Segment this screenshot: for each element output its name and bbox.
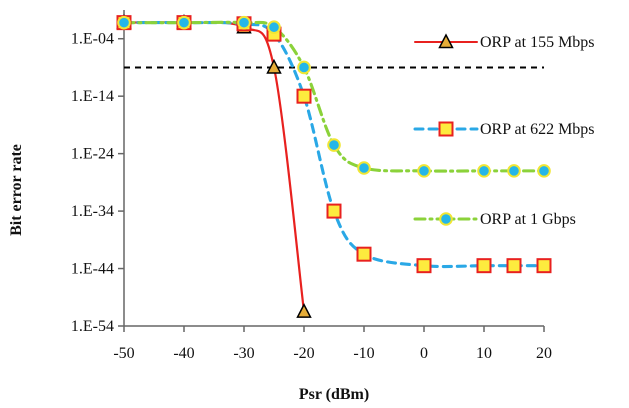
legend-marker-1 <box>438 121 454 137</box>
data-point-series-2 <box>267 20 281 35</box>
data-point-series-2 <box>327 138 341 152</box>
data-point-series-1 <box>356 246 372 262</box>
x-axis-title: Psr (dBm) <box>299 386 369 403</box>
legend: ORP at 155 Mbps ORP at 622 Mbps ORP at 1 G… <box>413 33 595 228</box>
y-tick-label: 1.E-54 <box>71 318 114 335</box>
data-point-series-2 <box>537 164 551 178</box>
axis-labels: 1.E-04 1.E-14 1.E-24 1.E-34 1.E-44 1.E-54 -50 -… <box>71 31 552 362</box>
x-tick-label: -10 <box>353 345 374 362</box>
data-point-series-0 <box>266 58 282 74</box>
data-point-series-2 <box>177 15 191 30</box>
x-tick-label: 10 <box>476 345 492 362</box>
x-tick-label: -50 <box>113 345 134 362</box>
y-tick-label: 1.E-34 <box>71 203 114 220</box>
legend-label-0: ORP at 155 Mbps <box>480 34 595 51</box>
data-point-series-2 <box>357 161 371 175</box>
y-axis-title: Bit error rate <box>8 144 25 236</box>
data-point-series-0 <box>296 303 312 318</box>
data-point-series-2 <box>477 164 491 178</box>
x-tick-label: -20 <box>293 345 314 362</box>
y-tick-label: 1.E-14 <box>71 88 114 105</box>
legend-marker-0 <box>438 33 454 49</box>
plot-area <box>116 10 552 327</box>
data-point-series-2 <box>297 60 311 75</box>
data-point-series-2 <box>417 164 431 178</box>
y-tick-label: 1.E-04 <box>71 31 114 48</box>
x-tick-label: -30 <box>233 345 254 362</box>
data-point-series-1 <box>416 258 432 274</box>
data-point-series-1 <box>536 258 552 274</box>
data-point-series-1 <box>296 88 312 104</box>
series-markers <box>116 14 552 318</box>
y-tick-label: 1.E-44 <box>71 261 114 278</box>
legend-label-1: ORP at 622 Mbps <box>480 121 595 138</box>
data-point-series-2 <box>507 164 521 178</box>
legend-marker-2 <box>439 212 453 226</box>
data-point-series-1 <box>506 258 522 274</box>
data-point-series-2 <box>237 15 251 30</box>
series-line-1 <box>122 21 546 269</box>
y-tick-label: 1.E-24 <box>71 146 114 163</box>
x-tick-label: 0 <box>420 345 428 362</box>
data-point-series-1 <box>326 203 342 219</box>
x-tick-label: 20 <box>536 345 552 362</box>
legend-label-2: ORP at 1 Gbps <box>480 211 576 228</box>
data-point-series-2 <box>117 15 131 30</box>
data-point-series-1 <box>476 258 492 274</box>
x-tick-label: -40 <box>173 345 194 362</box>
